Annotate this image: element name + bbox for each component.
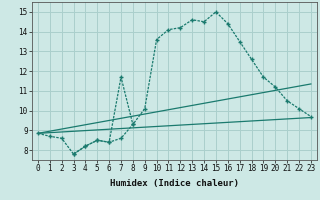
X-axis label: Humidex (Indice chaleur): Humidex (Indice chaleur) — [110, 179, 239, 188]
